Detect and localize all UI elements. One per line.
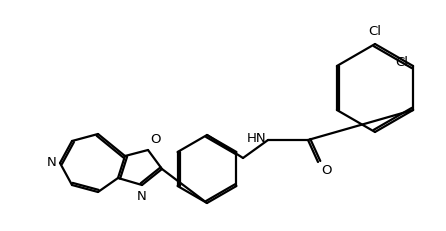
- Text: N: N: [46, 156, 56, 170]
- Text: Cl: Cl: [395, 57, 408, 70]
- Text: O: O: [321, 164, 331, 177]
- Text: HN: HN: [246, 133, 266, 146]
- Text: O: O: [150, 133, 161, 146]
- Text: Cl: Cl: [368, 25, 381, 38]
- Text: N: N: [137, 190, 147, 203]
